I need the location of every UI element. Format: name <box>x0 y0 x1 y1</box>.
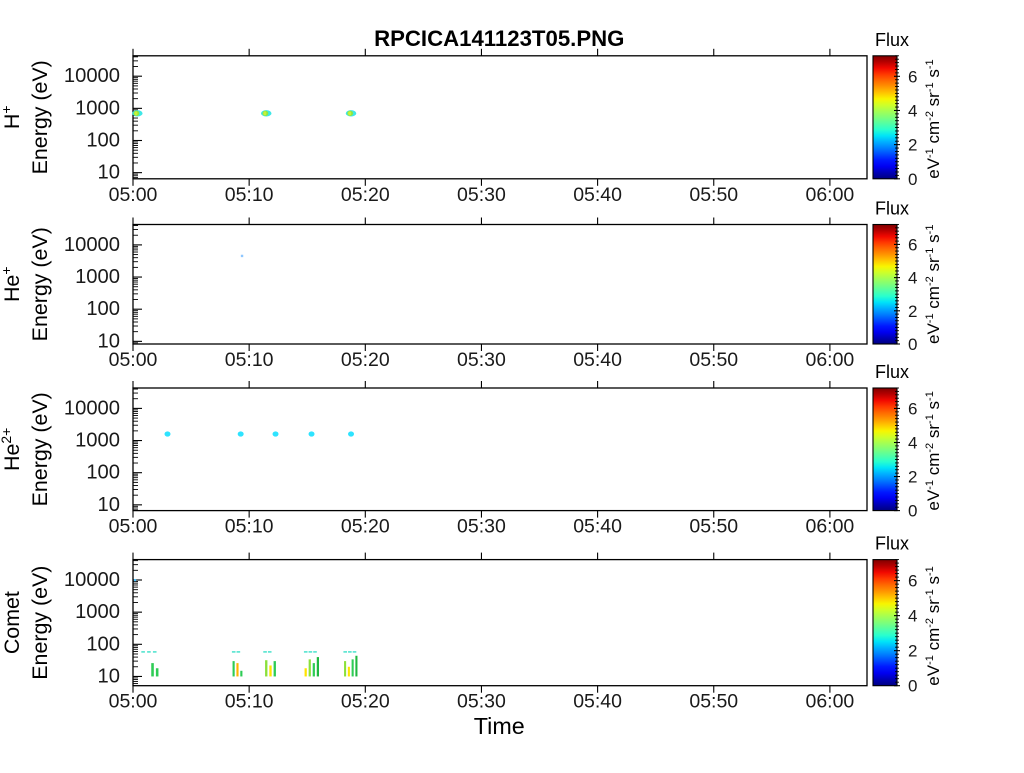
svg-text:05:10: 05:10 <box>225 184 274 206</box>
svg-text:2: 2 <box>908 468 917 487</box>
svg-text:05:40: 05:40 <box>573 349 622 371</box>
svg-text:05:40: 05:40 <box>573 691 622 713</box>
svg-text:Energy (eV): Energy (eV) <box>28 566 52 680</box>
svg-text:4: 4 <box>908 269 917 288</box>
svg-text:Comet: Comet <box>0 591 24 654</box>
svg-text:10: 10 <box>98 494 120 516</box>
svg-text:2: 2 <box>908 136 917 155</box>
svg-text:RPCICA141123T05.PNG: RPCICA141123T05.PNG <box>374 26 624 51</box>
svg-text:100: 100 <box>86 462 120 484</box>
svg-text:05:30: 05:30 <box>457 516 506 538</box>
svg-text:05:00: 05:00 <box>109 184 158 206</box>
svg-text:05:50: 05:50 <box>689 691 738 713</box>
svg-text:05:40: 05:40 <box>573 184 622 206</box>
svg-text:06:00: 06:00 <box>805 691 854 713</box>
svg-text:0: 0 <box>908 335 917 354</box>
svg-text:4: 4 <box>908 433 917 452</box>
svg-text:05:10: 05:10 <box>225 349 274 371</box>
svg-text:4: 4 <box>908 607 917 626</box>
svg-text:2: 2 <box>908 642 917 661</box>
svg-text:05:30: 05:30 <box>457 349 506 371</box>
svg-text:05:40: 05:40 <box>573 516 622 538</box>
svg-text:06:00: 06:00 <box>805 516 854 538</box>
svg-text:Flux: Flux <box>875 534 909 554</box>
svg-text:Flux: Flux <box>875 30 909 50</box>
svg-text:0: 0 <box>908 677 917 696</box>
svg-text:1000: 1000 <box>75 97 120 119</box>
svg-text:05:10: 05:10 <box>225 516 274 538</box>
svg-text:05:00: 05:00 <box>109 691 158 713</box>
svg-text:1000: 1000 <box>75 601 120 623</box>
svg-text:05:00: 05:00 <box>109 516 158 538</box>
svg-text:10000: 10000 <box>64 234 120 256</box>
svg-text:100: 100 <box>86 130 120 152</box>
svg-text:Flux: Flux <box>875 199 909 219</box>
svg-text:05:50: 05:50 <box>689 516 738 538</box>
svg-text:100: 100 <box>86 633 120 655</box>
svg-text:6: 6 <box>908 572 917 591</box>
svg-text:06:00: 06:00 <box>805 184 854 206</box>
svg-text:05:20: 05:20 <box>341 184 390 206</box>
svg-text:Energy (eV): Energy (eV) <box>28 392 52 506</box>
svg-text:05:20: 05:20 <box>341 516 390 538</box>
svg-text:2: 2 <box>908 302 917 321</box>
svg-text:Time: Time <box>474 713 525 739</box>
svg-text:10: 10 <box>98 665 120 687</box>
svg-text:4: 4 <box>908 101 917 120</box>
svg-text:0: 0 <box>908 502 917 521</box>
svg-text:0: 0 <box>908 170 917 189</box>
svg-text:Flux: Flux <box>875 362 909 382</box>
svg-text:10000: 10000 <box>64 397 120 419</box>
svg-text:05:00: 05:00 <box>109 349 158 371</box>
svg-text:10: 10 <box>98 162 120 184</box>
svg-text:05:30: 05:30 <box>457 184 506 206</box>
svg-text:6: 6 <box>908 399 917 418</box>
svg-text:05:50: 05:50 <box>689 184 738 206</box>
svg-text:Energy (eV): Energy (eV) <box>28 60 52 174</box>
svg-text:100: 100 <box>86 298 120 320</box>
svg-text:6: 6 <box>908 235 917 254</box>
svg-text:1000: 1000 <box>75 430 120 452</box>
svg-text:05:10: 05:10 <box>225 691 274 713</box>
svg-text:6: 6 <box>908 67 917 86</box>
svg-text:10000: 10000 <box>64 65 120 87</box>
svg-text:05:50: 05:50 <box>689 349 738 371</box>
svg-text:1000: 1000 <box>75 266 120 288</box>
svg-text:Energy (eV): Energy (eV) <box>28 227 52 341</box>
svg-text:05:30: 05:30 <box>457 691 506 713</box>
svg-text:10000: 10000 <box>64 569 120 591</box>
svg-text:05:20: 05:20 <box>341 349 390 371</box>
svg-text:05:20: 05:20 <box>341 691 390 713</box>
svg-text:06:00: 06:00 <box>805 349 854 371</box>
